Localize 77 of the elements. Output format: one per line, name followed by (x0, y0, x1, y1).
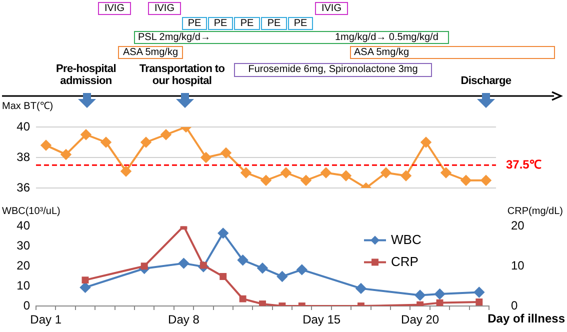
point (259, 300, 266, 306)
point (160, 129, 172, 140)
text: IVIG (315, 2, 348, 15)
x-tick-label: Day 15 (302, 312, 341, 327)
point (434, 288, 445, 300)
y-axis-title: WBC(10³/uL) (2, 206, 60, 217)
point (240, 168, 252, 178)
text: Transportation to our hospital (138, 63, 226, 89)
point (340, 170, 352, 181)
x-tick-label: Day 20 (401, 312, 440, 327)
point (80, 129, 92, 140)
point (200, 152, 212, 163)
ref-line-label: 37.5℃ (506, 157, 542, 172)
text: IVIG (148, 2, 181, 15)
point (280, 168, 292, 178)
point (480, 175, 492, 186)
text: PE (261, 17, 287, 30)
y-tick-label: 40 (16, 218, 30, 233)
text: PE (234, 17, 260, 30)
point (300, 175, 312, 186)
point (380, 168, 392, 178)
point (460, 175, 472, 186)
y-tick-label: 38 (16, 150, 30, 164)
y2-tick-label: 20 (511, 218, 525, 233)
point (356, 283, 366, 294)
point (440, 168, 452, 178)
legend-label: CRP (391, 254, 418, 269)
point (178, 258, 189, 269)
text: IVIG (98, 2, 131, 15)
x-tick-label: Day 8 (168, 312, 200, 327)
text: PSL 2mg/kg/d→ (138, 32, 210, 43)
text: ASA 5mg/kg (118, 46, 183, 59)
text: Pre-hospital admission (55, 63, 117, 89)
point (40, 140, 52, 150)
y-tick-label: 30 (16, 238, 30, 252)
point (238, 254, 248, 266)
legend-label: WBC (391, 232, 422, 247)
point (60, 149, 72, 160)
x-tick-label: Day 1 (30, 312, 62, 327)
point (140, 262, 148, 270)
y-axis-title: Max BT(℃) (2, 100, 54, 112)
point (436, 299, 444, 306)
point (80, 282, 90, 293)
point (257, 262, 268, 274)
text: PE (288, 17, 313, 30)
point (414, 290, 426, 300)
y-tick-label: 20 (16, 258, 30, 272)
point (220, 273, 227, 280)
y2-tick-label: 10 (511, 258, 525, 272)
y-tick-label: 10 (16, 278, 30, 292)
point (140, 137, 152, 148)
point (220, 148, 232, 158)
text: ASA 5mg/kg (350, 46, 555, 59)
y-tick-label: 40 (16, 119, 30, 134)
point (420, 137, 432, 148)
point (100, 137, 112, 148)
text: 1mg/kg/d→ 0.5mg/kg/d (335, 32, 440, 43)
point (400, 170, 412, 181)
point (476, 298, 483, 306)
text: Furosemide 6mg, Spironolactone 3mg (234, 63, 432, 77)
point (239, 295, 246, 302)
point (276, 271, 288, 282)
point (474, 287, 484, 298)
text: PE (182, 17, 207, 30)
y2-tick-label: 0 (511, 298, 518, 312)
point (260, 175, 272, 186)
y-tick-label: 0 (23, 298, 30, 312)
x-axis-title: Day of illness (488, 311, 566, 326)
point (120, 166, 132, 176)
y2-axis-title: CRP(mg/dL) (507, 206, 563, 217)
point (82, 276, 89, 284)
point (296, 264, 308, 275)
point (320, 168, 332, 178)
y-tick-label: 36 (16, 180, 30, 194)
text: Discharge (460, 75, 512, 88)
point (218, 228, 228, 238)
text: PE (208, 17, 233, 30)
